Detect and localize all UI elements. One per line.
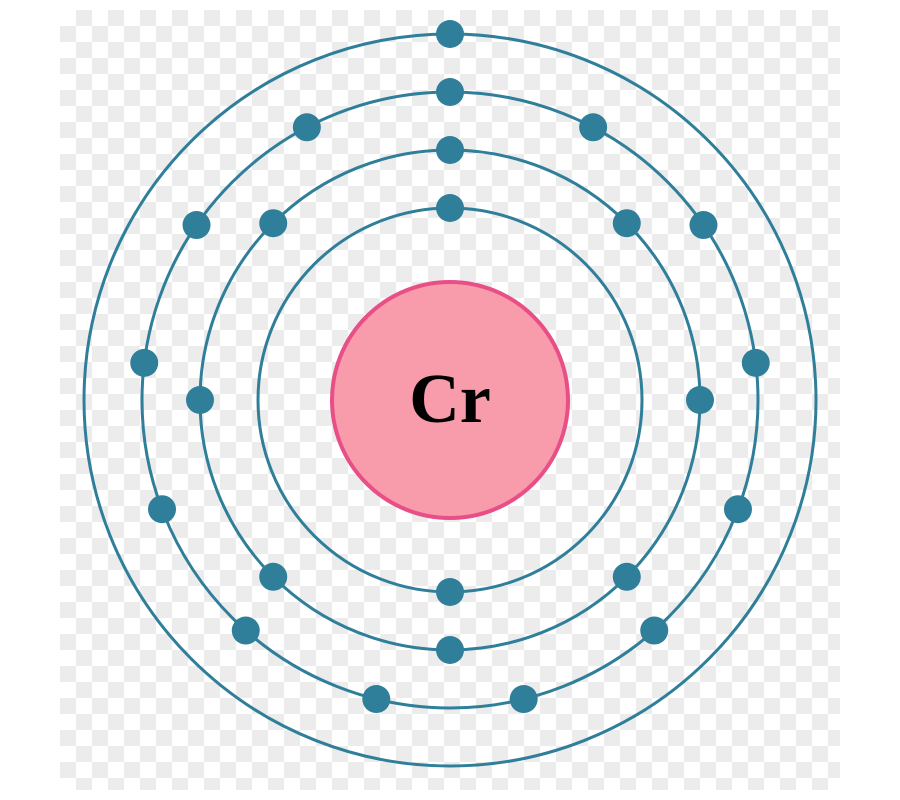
electron: [510, 685, 538, 713]
electron: [686, 386, 714, 414]
electron: [259, 563, 287, 591]
electron: [436, 136, 464, 164]
electron: [579, 113, 607, 141]
electron: [186, 386, 214, 414]
electron: [183, 211, 211, 239]
electron: [436, 636, 464, 664]
electron: [724, 495, 752, 523]
electron: [293, 113, 321, 141]
bohr-model-svg: Cr: [60, 10, 840, 790]
electron: [742, 349, 770, 377]
electron: [436, 20, 464, 48]
electron: [362, 685, 390, 713]
element-symbol: Cr: [409, 361, 491, 438]
electron: [259, 209, 287, 237]
electron: [436, 194, 464, 222]
electron: [436, 78, 464, 106]
electron: [613, 209, 641, 237]
atom-diagram: Cr: [60, 10, 840, 790]
electron: [130, 349, 158, 377]
electron: [436, 578, 464, 606]
electron: [148, 495, 176, 523]
electron: [613, 563, 641, 591]
electron: [232, 617, 260, 645]
electron: [640, 617, 668, 645]
electron: [689, 211, 717, 239]
